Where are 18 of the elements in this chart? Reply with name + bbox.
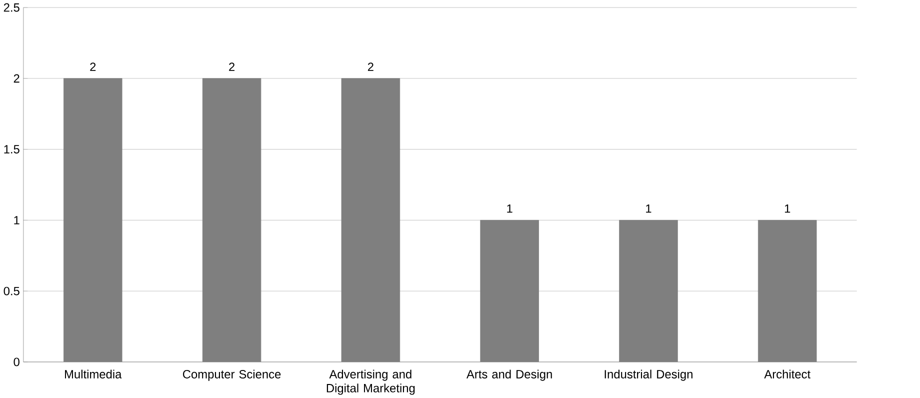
x-tick-label: Multimedia [65,370,122,378]
data-label: 1 [784,204,790,213]
x-tick-label: Advertising and Digital Marketing [326,370,415,395]
data-label: 1 [507,204,512,213]
y-tick-label: 2 [14,74,20,83]
data-label: 1 [646,204,652,213]
x-tick-label: Architect [764,370,810,378]
y-tick-label: 0.5 [4,286,20,296]
data-label: 2 [90,62,96,71]
y-tick-label: 1 [14,216,20,224]
y-tick-label: 2.5 [4,3,20,12]
x-tick-label: Arts and Design [466,370,552,381]
x-tick-label: Industrial Design [604,370,692,381]
y-tick-label: 0 [14,358,20,366]
data-label: 2 [368,62,374,71]
x-tick-label: Computer Science [182,370,281,381]
y-tick-label: 1.5 [4,145,20,154]
data-label: 2 [229,62,234,71]
